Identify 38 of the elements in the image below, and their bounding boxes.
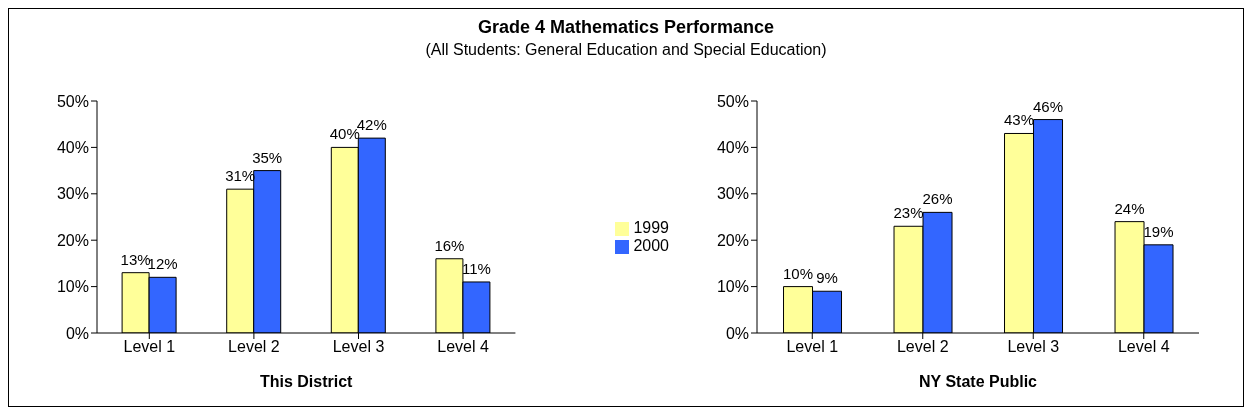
y-tick-label: 0%: [65, 324, 89, 342]
x-tick-label: Level 3: [1007, 338, 1060, 356]
y-tick-label: 40%: [716, 139, 749, 157]
x-tick-label: Level 4: [437, 338, 489, 356]
data-label: 9%: [816, 269, 838, 287]
y-tick-label: 0%: [725, 324, 749, 342]
y-tick-label: 10%: [56, 278, 89, 296]
y-tick-label: 50%: [56, 92, 89, 110]
x-tick-label: Level 2: [228, 338, 280, 356]
legend-label: 1999: [633, 219, 669, 236]
x-tick-label: Level 4: [1117, 338, 1170, 356]
data-label: 26%: [922, 190, 953, 208]
x-tick-label: Level 1: [123, 338, 176, 356]
y-tick-label: 40%: [56, 139, 89, 157]
data-label: 35%: [252, 148, 283, 166]
data-label: 10%: [783, 264, 814, 282]
text: Grade 4 Mathematics Performance: [476, 17, 776, 38]
x-tick-label: Level 1: [786, 338, 839, 356]
y-tick-label: 20%: [56, 231, 89, 249]
data-label: 11%: [461, 259, 491, 277]
text: (All Students: General Education and Special Education): [424, 41, 828, 59]
data-label: 43%: [1004, 111, 1035, 129]
y-tick-label: 30%: [56, 185, 89, 203]
data-label: 19%: [1143, 222, 1174, 240]
data-label: 24%: [1114, 199, 1145, 217]
x-axis-title: This District: [259, 373, 354, 390]
x-tick-label: Level 2: [896, 338, 949, 356]
x-axis-title: NY State Public: [919, 373, 1038, 390]
y-tick-label: 30%: [716, 185, 749, 203]
data-label: 46%: [1033, 97, 1064, 115]
x-tick-label: Level 3: [332, 338, 385, 356]
y-tick-label: 20%: [716, 231, 749, 249]
legend-label: 2000: [633, 237, 669, 254]
y-tick-label: 50%: [716, 92, 749, 110]
y-tick-label: 10%: [716, 278, 749, 296]
data-label: 13%: [120, 250, 151, 268]
data-label: 23%: [893, 204, 924, 222]
data-label: 16%: [434, 236, 465, 254]
